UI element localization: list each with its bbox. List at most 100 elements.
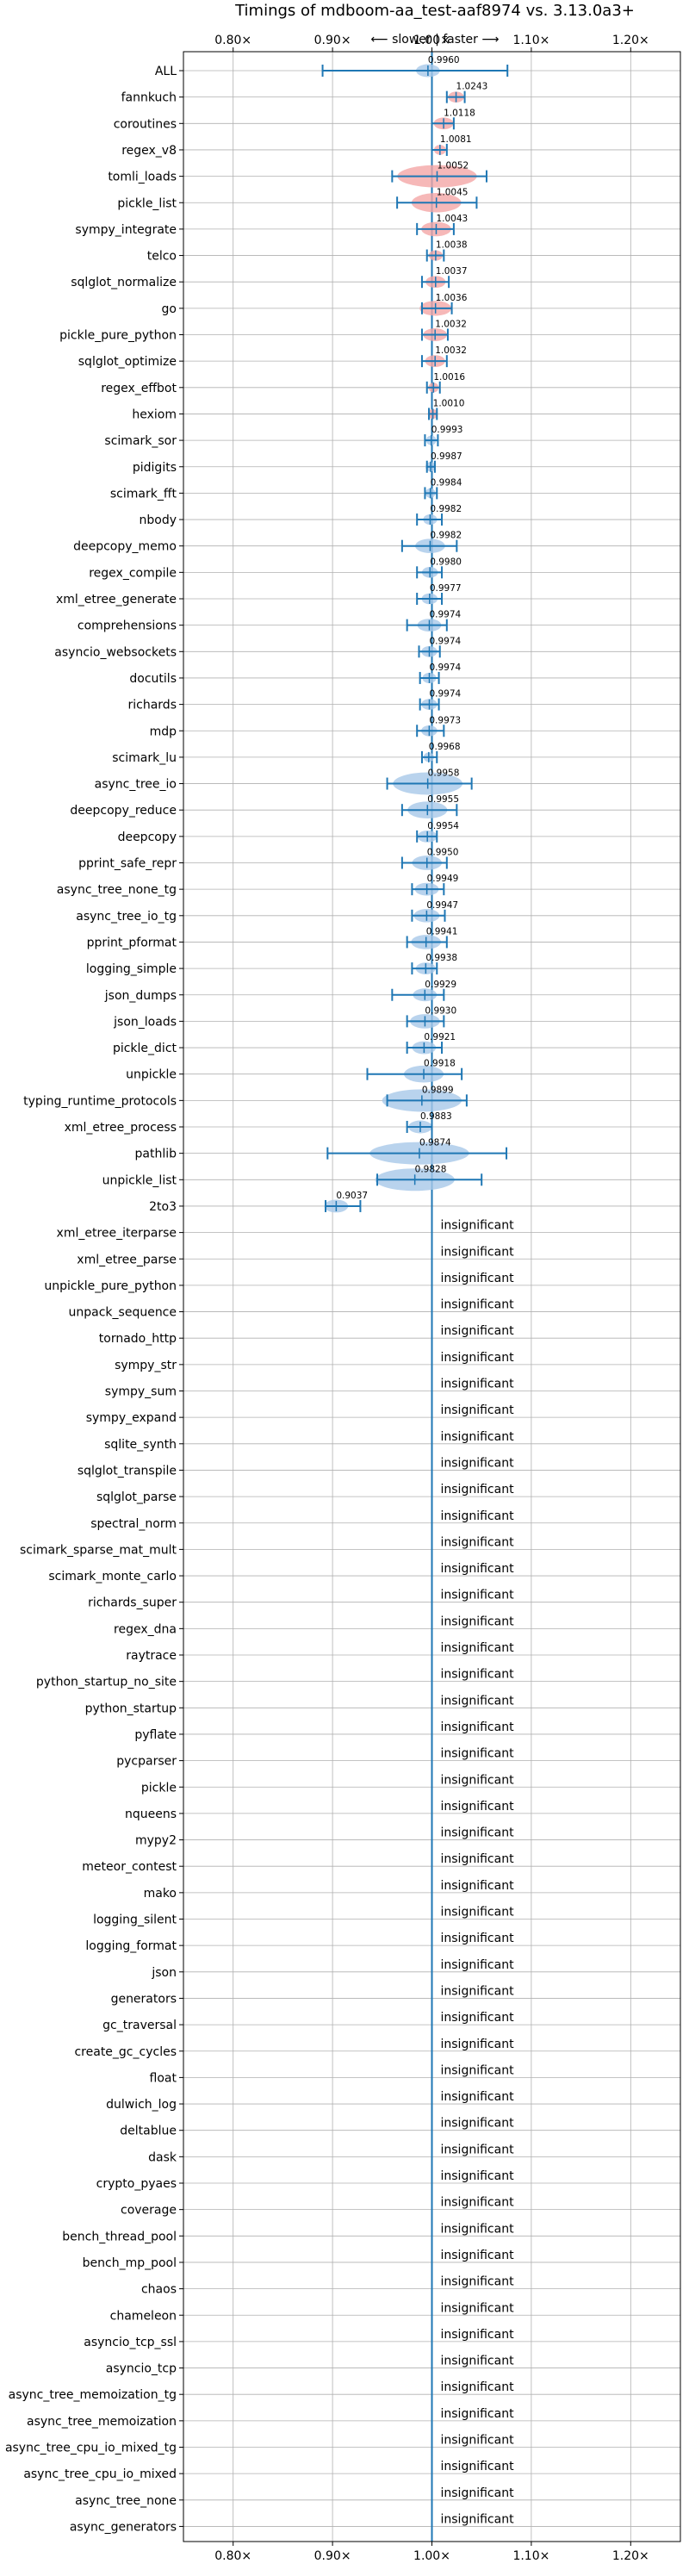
value-label: 0.9947 (426, 900, 458, 911)
category-label: async_tree_none (75, 2494, 177, 2508)
category-label: deepcopy (118, 831, 177, 844)
x-tick-label-bottom: 0.90× (314, 2549, 351, 2563)
category-label: bench_mp_pool (83, 2256, 177, 2270)
category-label: json_dumps (104, 989, 177, 1003)
category-label: pprint_safe_repr (78, 857, 177, 871)
insignificant-label: insignificant (441, 2011, 515, 2025)
insignificant-label: insignificant (441, 1879, 515, 1893)
insignificant-label: insignificant (441, 1641, 515, 1655)
insignificant-label: insignificant (441, 1535, 515, 1549)
category-label: logging_format (85, 1939, 177, 1953)
insignificant-label: insignificant (441, 2355, 515, 2368)
insignificant-label: insignificant (441, 2090, 515, 2104)
category-label: coverage (121, 2204, 177, 2218)
value-label: 1.0043 (436, 214, 468, 224)
category-label: sympy_integrate (75, 223, 177, 237)
category-label: spectral_norm (90, 1517, 177, 1531)
chart-title: Timings of mdboom-aa_test-aaf8974 vs. 3.… (234, 2, 635, 20)
value-label: 0.9899 (422, 1085, 454, 1095)
category-label: asyncio_websockets (54, 645, 177, 659)
category-label: meteor_contest (82, 1860, 177, 1874)
insignificant-label: insignificant (441, 1615, 515, 1628)
insignificant-label: insignificant (441, 1562, 515, 1576)
category-label: python_startup (85, 1702, 177, 1715)
x-tick-label-bottom: 1.00× (413, 2549, 450, 2563)
category-label: xml_etree_parse (77, 1253, 177, 1266)
value-label: 1.0081 (440, 134, 472, 145)
category-label: richards (128, 699, 177, 712)
category-label: raytrace (126, 1649, 177, 1663)
category-label: asyncio_tcp_ssl (84, 2336, 177, 2349)
value-label: 1.0010 (433, 398, 465, 408)
value-label: 1.0032 (435, 345, 467, 356)
value-label: 0.9974 (429, 610, 461, 620)
category-label: regex_v8 (121, 144, 177, 158)
insignificant-label: insignificant (441, 1483, 515, 1496)
insignificant-label: insignificant (441, 1298, 515, 1312)
value-label: 0.9949 (427, 874, 459, 884)
value-label: 0.9968 (429, 742, 461, 752)
category-label: deepcopy_memo (73, 540, 177, 554)
insignificant-label: insignificant (441, 2196, 515, 2210)
category-label: telco (147, 250, 177, 264)
value-label: 0.9977 (430, 583, 462, 594)
category-label: regex_dna (114, 1622, 177, 1636)
insignificant-label: insignificant (441, 1272, 515, 1285)
insignificant-label: insignificant (441, 2249, 515, 2262)
insignificant-label: insignificant (441, 2275, 515, 2289)
category-label: typing_runtime_protocols (23, 1094, 177, 1108)
category-label: comprehensions (78, 619, 177, 633)
category-label: fannkuch (121, 91, 177, 105)
category-label: xml_etree_process (65, 1121, 177, 1135)
value-label: 0.9974 (429, 636, 461, 646)
category-label: async_tree_none_tg (57, 883, 177, 897)
category-label: mako (144, 1887, 177, 1901)
insignificant-label: insignificant (441, 1351, 515, 1365)
grid-layer (179, 47, 680, 2546)
category-label: asyncio_tcp (106, 2362, 177, 2376)
category-label: generators (111, 1992, 177, 2006)
category-label: scimark_monte_carlo (48, 1570, 177, 1584)
category-label: bench_thread_pool (62, 2230, 177, 2243)
category-label: sqlglot_transpile (78, 1464, 177, 1478)
category-label: sympy_expand (86, 1411, 177, 1425)
insignificant-label: insignificant (441, 1324, 515, 1338)
value-label: 0.9037 (336, 1191, 368, 1201)
category-label: sympy_str (115, 1359, 177, 1372)
insignificant-label: insignificant (441, 1932, 515, 1945)
insignificant-label: insignificant (441, 1852, 515, 1866)
category-label: regex_compile (89, 566, 177, 580)
x-tick-label-top: 1.10× (512, 34, 549, 47)
category-label: deepcopy_reduce (70, 804, 177, 818)
value-label: 0.9987 (431, 451, 462, 462)
insignificant-label: insignificant (441, 2169, 515, 2183)
insignificant-label: insignificant (441, 2222, 515, 2236)
chart-subtitle: ⟵ slower | faster ⟶ (371, 33, 500, 47)
category-label: ALL (155, 65, 177, 78)
category-label: nbody (140, 513, 177, 527)
insignificant-label: insignificant (441, 2407, 515, 2421)
category-label: nqueens (125, 1808, 177, 1821)
category-label: mdp (150, 725, 177, 738)
category-label: tornado_http (99, 1332, 177, 1346)
category-label: scimark_sparse_mat_mult (20, 1543, 177, 1557)
insignificant-label: insignificant (441, 2486, 515, 2500)
category-label: sympy_sum (105, 1385, 177, 1399)
category-label: regex_effbot (101, 382, 177, 395)
category-label: 2to3 (149, 1200, 177, 1214)
category-label: dulwich_log (106, 2098, 177, 2112)
category-label: pycparser (116, 1755, 177, 1769)
value-label: 0.9950 (427, 848, 459, 858)
value-label: 1.0038 (436, 240, 468, 251)
insignificant-label: insignificant (441, 2434, 515, 2448)
insignificant-label: insignificant (441, 2380, 515, 2394)
value-label: 0.9973 (429, 715, 461, 725)
category-label: unpickle_list (102, 1173, 177, 1187)
value-label: 0.9984 (431, 477, 462, 488)
insignificant-label: insignificant (441, 2301, 515, 2315)
value-label: 1.0036 (436, 293, 468, 303)
value-label: 1.0037 (436, 266, 468, 277)
value-label: 0.9938 (425, 953, 457, 963)
category-label: python_startup_no_site (36, 1676, 177, 1689)
